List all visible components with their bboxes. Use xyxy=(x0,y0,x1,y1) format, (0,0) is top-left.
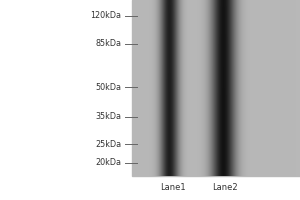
Text: 85kDa: 85kDa xyxy=(95,39,122,48)
Text: 25kDa: 25kDa xyxy=(95,140,122,149)
Text: 120kDa: 120kDa xyxy=(91,11,122,20)
Text: 50kDa: 50kDa xyxy=(95,83,122,92)
Text: 20kDa: 20kDa xyxy=(95,158,122,167)
Bar xyxy=(132,0,300,176)
Text: 35kDa: 35kDa xyxy=(95,112,122,121)
Text: Lane1: Lane1 xyxy=(160,183,185,192)
Text: Lane2: Lane2 xyxy=(212,183,238,192)
